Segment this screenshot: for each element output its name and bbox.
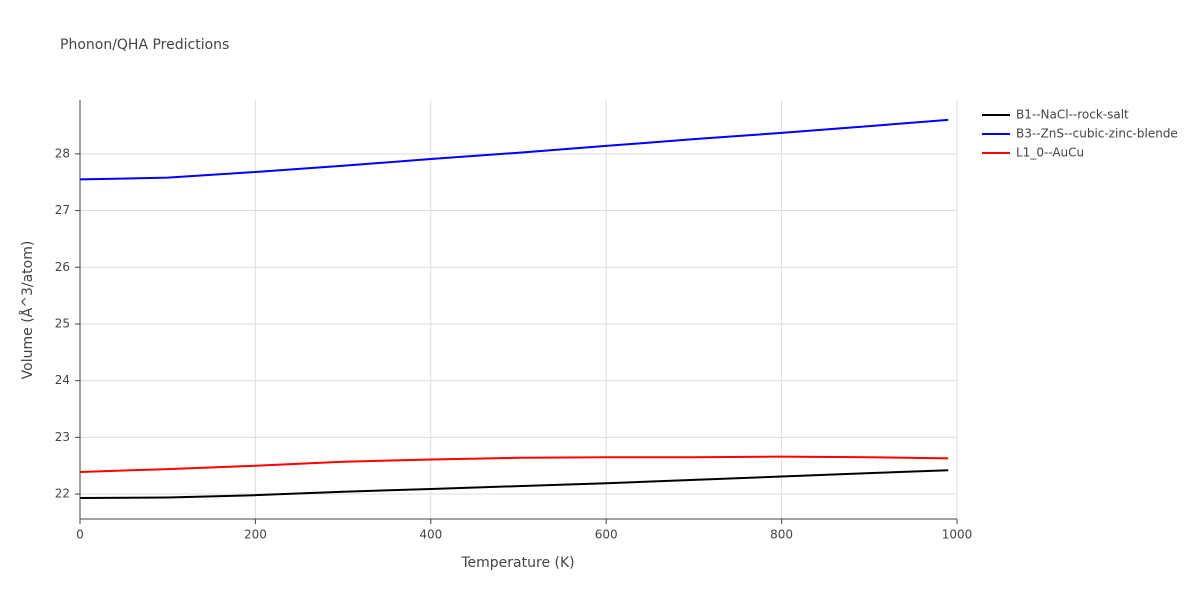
x-tick-label: 400 — [419, 528, 442, 542]
x-tick-label: 1000 — [942, 528, 973, 542]
y-tick-label: 22 — [55, 487, 70, 501]
y-tick-label: 23 — [55, 430, 70, 444]
series-line — [79, 455, 949, 473]
chart-title: Phonon/QHA Predictions — [60, 37, 229, 53]
legend-label: L1_0--AuCu — [1016, 146, 1084, 160]
y-tick-label: 25 — [55, 316, 70, 330]
x-tick-label: 600 — [595, 528, 618, 542]
legend-label: B3--ZnS--cubic-zinc-blende — [1016, 127, 1178, 141]
legend-label: B1--NaCl--rock-salt — [1016, 108, 1129, 122]
series-line — [79, 469, 949, 500]
y-tick-label: 26 — [55, 260, 70, 274]
x-tick-label: 800 — [770, 528, 793, 542]
y-tick-label: 27 — [55, 203, 70, 217]
y-tick-label: 24 — [55, 373, 70, 387]
y-axis-label: Volume (Å^3/atom) — [19, 241, 36, 380]
x-axis-label: Temperature (K) — [460, 555, 574, 571]
x-tick-label: 0 — [76, 528, 84, 542]
x-tick-label: 200 — [244, 528, 267, 542]
y-tick-label: 28 — [55, 146, 70, 160]
series-line — [79, 118, 949, 181]
